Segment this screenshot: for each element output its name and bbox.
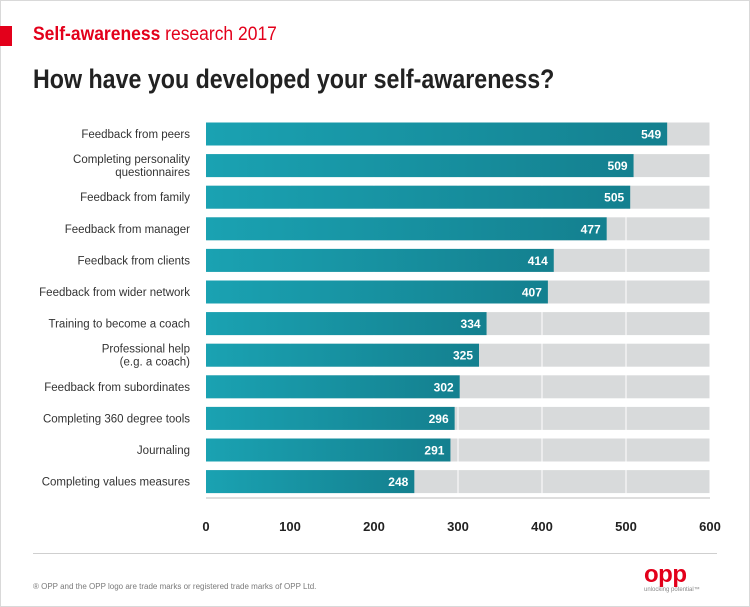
opp-logo-word: opp xyxy=(644,561,687,588)
bar-value-label: 407 xyxy=(522,286,542,300)
bar xyxy=(206,122,668,146)
bar xyxy=(206,343,479,367)
bar xyxy=(206,438,451,462)
x-tick-label: 100 xyxy=(279,519,301,534)
bar xyxy=(206,280,548,304)
category-label: Feedback from wider network xyxy=(39,287,190,299)
report-title: Self-awareness research 2017 xyxy=(33,24,277,46)
bar-value-label: 477 xyxy=(581,222,601,236)
x-tick-label: 200 xyxy=(363,519,385,534)
bar xyxy=(206,375,460,399)
bar-value-label: 291 xyxy=(424,444,444,458)
category-label: Completing personality questionnaires xyxy=(73,154,190,179)
bar xyxy=(206,248,554,272)
bar xyxy=(206,406,455,430)
x-tick-label: 600 xyxy=(699,519,721,534)
bar-value-label: 505 xyxy=(604,191,624,205)
category-label: Completing values measures xyxy=(42,477,191,489)
category-label: Feedback from peers xyxy=(81,129,190,141)
chart-question-title: How have you developed your self-awarene… xyxy=(33,64,555,94)
report-title-strong: Self-awareness xyxy=(33,24,161,45)
bar-value-label: 509 xyxy=(608,159,628,173)
x-tick-label: 0 xyxy=(202,519,209,534)
x-tick-label: 500 xyxy=(615,519,637,534)
bar xyxy=(206,470,415,494)
bar-value-label: 414 xyxy=(528,254,548,268)
report-title-light: research 2017 xyxy=(165,24,277,45)
category-label: Feedback from family xyxy=(80,192,190,204)
category-label: Feedback from manager xyxy=(65,224,190,236)
category-label: Feedback from clients xyxy=(78,255,191,267)
bar-value-label: 248 xyxy=(388,475,408,489)
bar-value-label: 334 xyxy=(461,317,481,331)
footer-divider xyxy=(33,553,717,554)
bar-chart: 549 Feedback from peers 509 Completing pers… xyxy=(39,122,721,534)
bar-value-label: 302 xyxy=(434,380,454,394)
bar-value-label: 296 xyxy=(429,412,449,426)
category-label: Training to become a coach xyxy=(49,319,191,331)
bar xyxy=(206,217,607,241)
category-label: Completing 360 degree tools xyxy=(43,413,190,425)
bar-value-label: 549 xyxy=(641,128,661,142)
category-label: Feedback from subordinates xyxy=(44,382,190,394)
trademark-notice: ® OPP and the OPP logo are trade marks o… xyxy=(33,582,317,591)
bar xyxy=(206,185,631,209)
bar xyxy=(206,312,487,336)
x-tick-label: 400 xyxy=(531,519,553,534)
category-label: Journaling xyxy=(137,445,190,457)
category-label: Professional help (e.g. a coach) xyxy=(102,344,190,369)
brand-accent-tab xyxy=(0,26,12,46)
opp-logo-tagline: unlocking potential™ xyxy=(644,587,700,593)
x-tick-label: 300 xyxy=(447,519,469,534)
bar-value-label: 325 xyxy=(453,349,473,363)
opp-logo: opp unlocking potential™ xyxy=(644,561,719,594)
bar xyxy=(206,154,634,178)
